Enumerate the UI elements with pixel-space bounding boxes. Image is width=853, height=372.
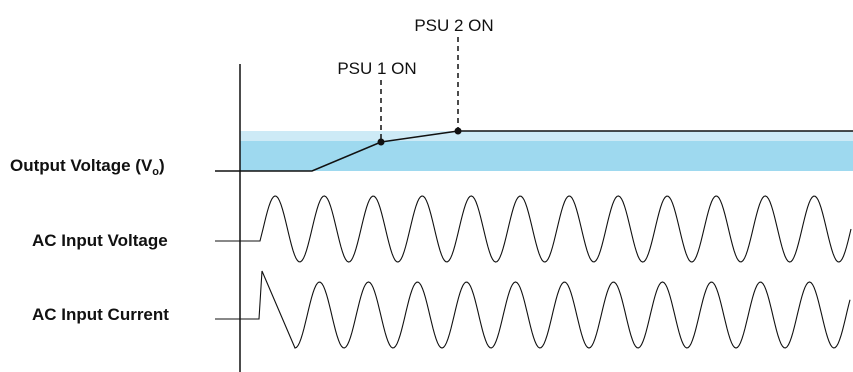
ac-input-current-waveform xyxy=(215,270,851,349)
output-voltage-label-main: Output Voltage (V xyxy=(10,156,153,175)
output-voltage-label: Output Voltage (Vo) xyxy=(10,156,165,178)
output-voltage-label-subscript: o xyxy=(152,166,159,178)
regulation-band-dark xyxy=(240,141,853,171)
psu1-label: PSU 1 ON xyxy=(337,59,416,78)
ac-input-voltage-waveform xyxy=(215,195,852,263)
output-voltage-label-close: ) xyxy=(159,156,165,175)
psu1-marker-dot xyxy=(377,138,385,146)
psu2-marker-dot xyxy=(454,127,462,135)
ac-input-voltage-label: AC Input Voltage xyxy=(32,231,168,250)
psu2-label: PSU 2 ON xyxy=(414,16,493,35)
ac-input-current-label: AC Input Current xyxy=(32,305,169,324)
